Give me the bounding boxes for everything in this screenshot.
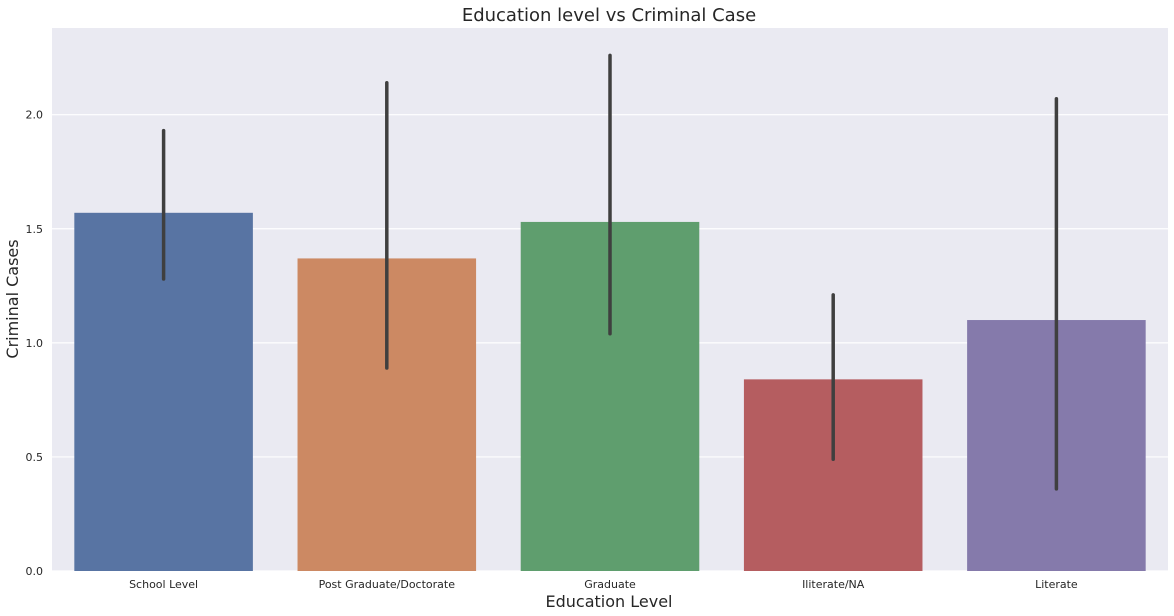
- x-tick-label: Graduate: [584, 578, 636, 591]
- y-tick-label: 2.0: [26, 109, 44, 122]
- y-tick-labels: 0.0 0.5 1.0 1.5 2.0: [26, 109, 44, 578]
- bars: [74, 212, 1146, 571]
- y-tick-label: 0.0: [26, 565, 44, 578]
- y-tick-label: 0.5: [26, 451, 44, 464]
- x-tick-labels: School Level Post Graduate/Doctorate Gradu…: [129, 578, 1078, 591]
- y-axis-label: Criminal Cases: [3, 239, 22, 358]
- chart-title: Education level vs Criminal Case: [462, 5, 756, 26]
- x-tick-label: School Level: [129, 578, 198, 591]
- error-bars: [161, 53, 1059, 491]
- y-tick-label: 1.5: [26, 223, 44, 236]
- x-tick-label: Post Graduate/Doctorate: [319, 578, 456, 591]
- y-tick-label: 1.0: [26, 337, 44, 350]
- x-axis-label: Education Level: [546, 592, 673, 611]
- x-tick-label: Literate: [1035, 578, 1078, 591]
- x-tick-label: Iliterate/NA: [802, 578, 865, 591]
